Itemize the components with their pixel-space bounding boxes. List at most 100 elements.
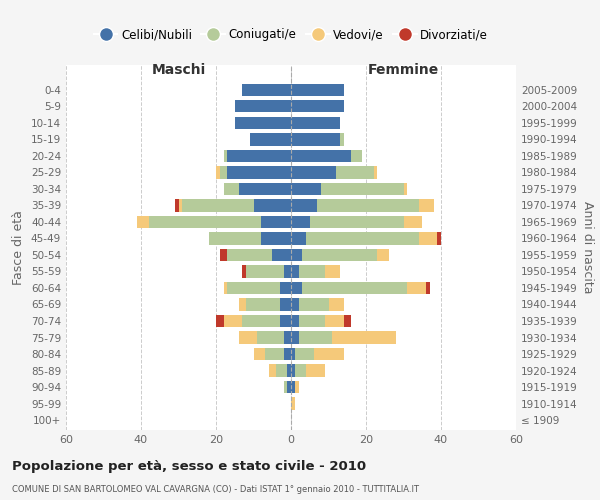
Bar	[223, 315, 242, 327]
Bar	[321, 182, 404, 195]
Bar	[220, 166, 227, 178]
Bar	[223, 150, 227, 162]
Bar	[291, 248, 302, 261]
Bar	[291, 398, 295, 410]
Bar	[332, 332, 396, 344]
Legend: Celibi/Nubili, Coniugati/e, Vedovi/e, Divorziati/e: Celibi/Nubili, Coniugati/e, Vedovi/e, Di…	[89, 24, 493, 46]
Bar	[291, 232, 306, 244]
Bar	[239, 182, 291, 195]
Bar	[280, 315, 291, 327]
Bar	[291, 282, 302, 294]
Bar	[295, 348, 314, 360]
Bar	[299, 332, 332, 344]
Bar	[291, 84, 343, 96]
Bar	[295, 381, 299, 394]
Text: COMUNE DI SAN BARTOLOMEO VAL CAVARGNA (CO) - Dati ISTAT 1° gennaio 2010 - TUTTIT: COMUNE DI SAN BARTOLOMEO VAL CAVARGNA (C…	[12, 485, 419, 494]
Bar	[175, 199, 179, 211]
Bar	[419, 232, 437, 244]
Bar	[291, 216, 310, 228]
Bar	[254, 348, 265, 360]
Bar	[340, 133, 343, 145]
Bar	[235, 116, 291, 129]
Bar	[351, 150, 362, 162]
Bar	[426, 282, 430, 294]
Bar	[242, 266, 246, 278]
Bar	[227, 248, 272, 261]
Bar	[239, 298, 246, 310]
Bar	[265, 348, 284, 360]
Bar	[223, 282, 227, 294]
Bar	[404, 216, 422, 228]
Bar	[276, 364, 287, 376]
Bar	[284, 348, 291, 360]
Bar	[291, 150, 351, 162]
Bar	[302, 248, 377, 261]
Bar	[280, 298, 291, 310]
Bar	[284, 332, 291, 344]
Bar	[291, 133, 340, 145]
Bar	[250, 133, 291, 145]
Bar	[287, 364, 291, 376]
Bar	[291, 315, 299, 327]
Bar	[373, 166, 377, 178]
Bar	[291, 348, 295, 360]
Bar	[220, 248, 227, 261]
Bar	[137, 216, 149, 228]
Bar	[254, 199, 291, 211]
Y-axis label: Fasce di età: Fasce di età	[13, 210, 25, 285]
Bar	[291, 298, 299, 310]
Bar	[291, 100, 343, 112]
Text: Popolazione per età, sesso e stato civile - 2010: Popolazione per età, sesso e stato civil…	[12, 460, 366, 473]
Bar	[291, 381, 295, 394]
Bar	[306, 232, 419, 244]
Bar	[343, 315, 351, 327]
Bar	[419, 199, 433, 211]
Bar	[223, 182, 239, 195]
Bar	[227, 150, 291, 162]
Bar	[291, 166, 336, 178]
Bar	[280, 282, 291, 294]
Bar	[404, 182, 407, 195]
Bar	[291, 182, 321, 195]
Bar	[407, 282, 426, 294]
Bar	[269, 364, 276, 376]
Bar	[261, 216, 291, 228]
Bar	[209, 232, 261, 244]
Bar	[242, 315, 280, 327]
Bar	[314, 348, 343, 360]
Text: Femmine: Femmine	[368, 62, 439, 76]
Bar	[437, 232, 441, 244]
Bar	[246, 266, 284, 278]
Y-axis label: Anni di nascita: Anni di nascita	[581, 201, 594, 294]
Bar	[291, 332, 299, 344]
Bar	[227, 282, 280, 294]
Bar	[336, 166, 373, 178]
Bar	[377, 248, 389, 261]
Bar	[291, 364, 295, 376]
Text: Maschi: Maschi	[151, 62, 206, 76]
Bar	[310, 216, 404, 228]
Bar	[325, 315, 343, 327]
Bar	[329, 298, 343, 310]
Bar	[182, 199, 254, 211]
Bar	[257, 332, 284, 344]
Bar	[291, 199, 317, 211]
Bar	[239, 332, 257, 344]
Bar	[299, 266, 325, 278]
Bar	[317, 199, 419, 211]
Bar	[287, 381, 291, 394]
Bar	[235, 100, 291, 112]
Bar	[284, 381, 287, 394]
Bar	[216, 166, 220, 178]
Bar	[291, 266, 299, 278]
Bar	[284, 266, 291, 278]
Bar	[302, 282, 407, 294]
Bar	[272, 248, 291, 261]
Bar	[291, 116, 340, 129]
Bar	[306, 364, 325, 376]
Bar	[299, 298, 329, 310]
Bar	[299, 315, 325, 327]
Bar	[325, 266, 340, 278]
Bar	[227, 166, 291, 178]
Bar	[261, 232, 291, 244]
